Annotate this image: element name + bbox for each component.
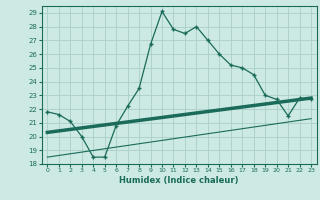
X-axis label: Humidex (Indice chaleur): Humidex (Indice chaleur) <box>119 176 239 185</box>
